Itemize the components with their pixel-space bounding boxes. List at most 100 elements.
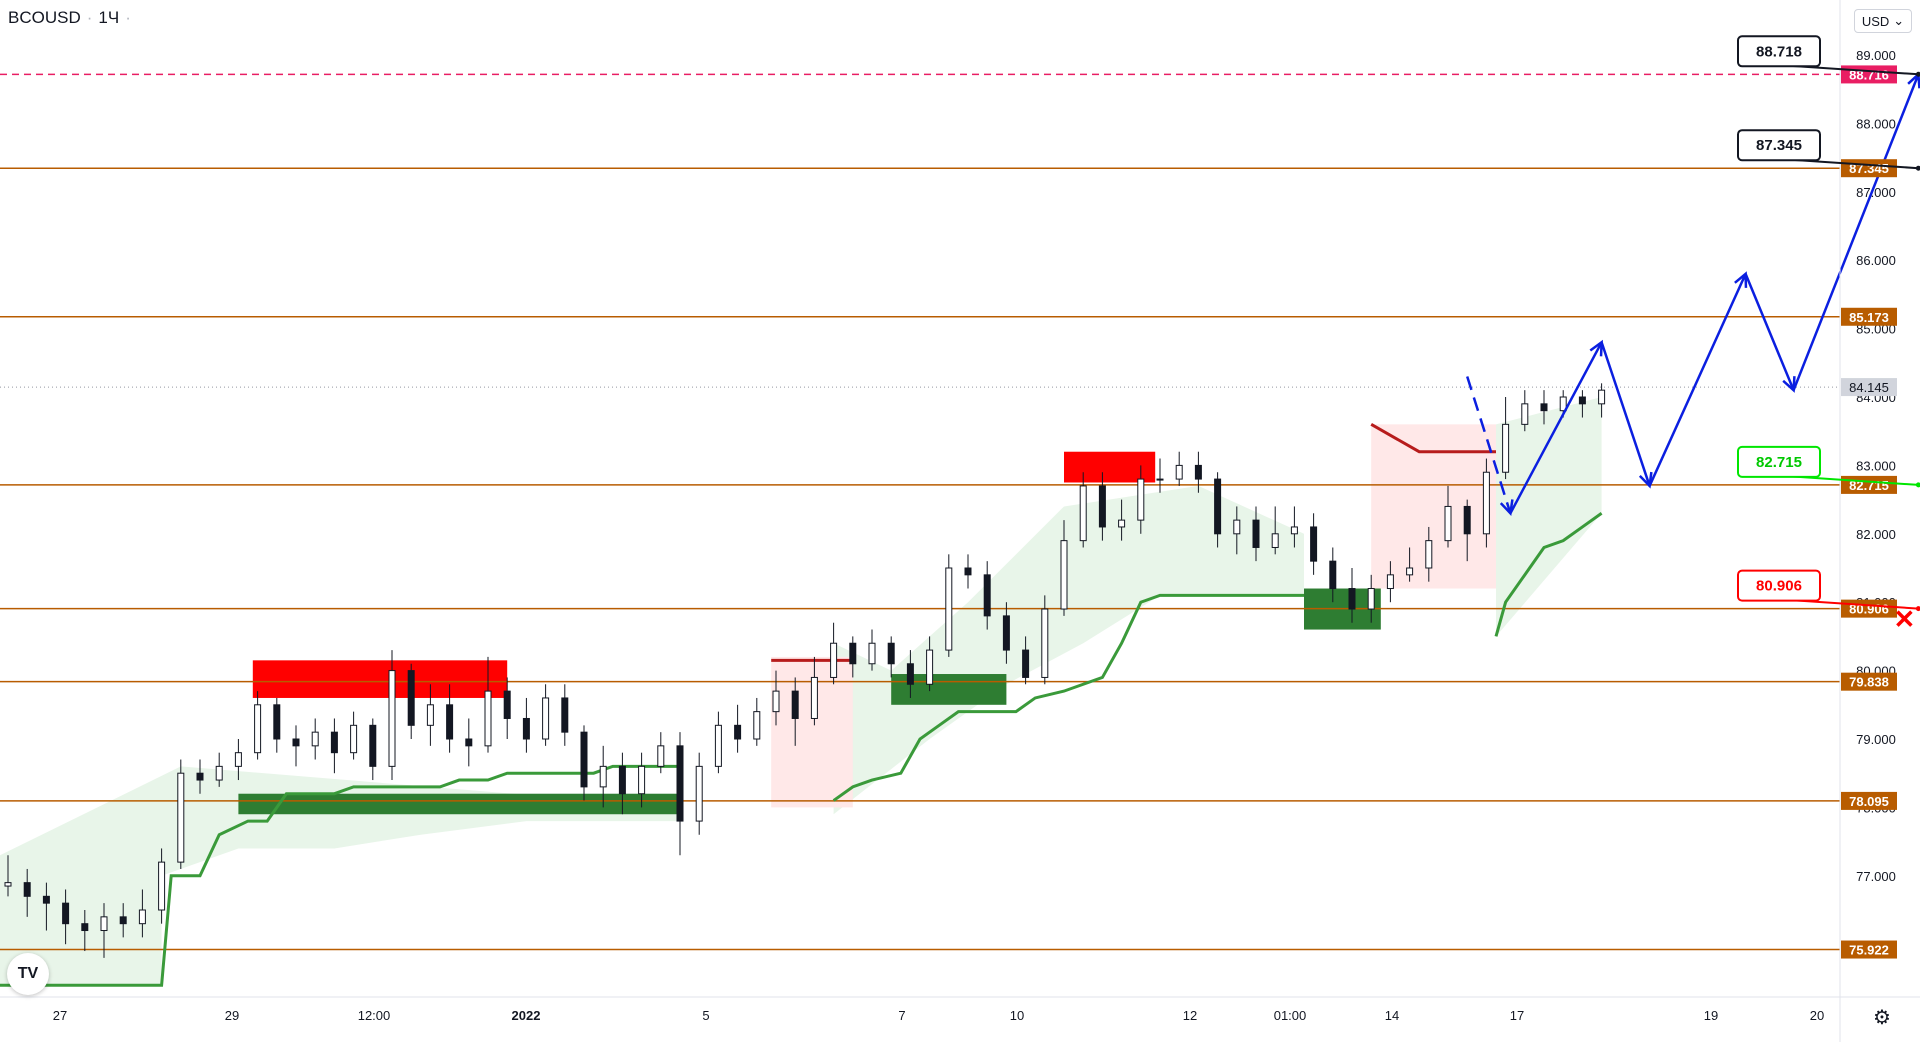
candle-body (964, 567, 972, 576)
y-tick-label: 88.000 (1856, 116, 1896, 131)
forecast-segment (1600, 341, 1651, 487)
trailing-stop-line (832, 593, 1304, 802)
candle-body (23, 882, 31, 897)
currency-label: USD (1861, 13, 1890, 29)
candle-body (100, 916, 108, 932)
trailing-stop-line (1494, 512, 1603, 637)
candle-body (926, 649, 934, 685)
candle-body (657, 745, 665, 767)
candle-body (1156, 478, 1164, 481)
candle-body (215, 765, 223, 781)
candle-body (138, 909, 146, 925)
candle-body (1367, 588, 1375, 610)
forecast-arrowhead (1638, 471, 1653, 489)
target-callout-box (1737, 569, 1821, 602)
candle-body (1002, 615, 1010, 651)
trend-lines-layer (0, 423, 1603, 987)
forecast-segment (1509, 341, 1603, 514)
forecast-arrowhead (1782, 376, 1796, 393)
candle-body (234, 752, 242, 767)
y-tick-label: 82.000 (1856, 527, 1896, 542)
x-tick-label: 14 (1385, 1008, 1399, 1023)
forecast-arrowhead (1499, 499, 1514, 517)
target-labels-layer: 88.718 87.345 82.715 80.906 (1737, 35, 1920, 627)
forecast-segment (1792, 73, 1920, 391)
candle-body (580, 731, 588, 788)
bear-stop-line (1370, 423, 1496, 454)
support-zone (238, 793, 680, 815)
target-anchor-dot (1915, 165, 1920, 171)
candle-body (1252, 519, 1260, 548)
resistance-zone (1064, 451, 1156, 483)
candle-body (542, 697, 550, 740)
target-callout-box (1737, 445, 1821, 478)
candle-body (849, 642, 857, 665)
candle-body (1233, 519, 1241, 535)
x-tick-label: 29 (225, 1008, 239, 1023)
candle-body (887, 642, 895, 665)
target-callout-text: 80.906 (1756, 578, 1802, 595)
level-price-label: 75.922 (1849, 943, 1889, 958)
candle-body (772, 690, 780, 713)
candle-body (1041, 608, 1049, 678)
target-callout-box (1737, 129, 1821, 162)
candle-body (503, 690, 511, 719)
tradingview-logo-icon[interactable]: TV (7, 953, 49, 995)
level-price-label-bg (1841, 307, 1897, 326)
candle-body (388, 670, 396, 767)
candle-body (1386, 574, 1394, 590)
candle-body (1463, 505, 1471, 535)
candle-body (599, 765, 607, 788)
symbol-header[interactable]: BCOUSD · 1Ч · (8, 8, 131, 28)
x-tick-label: 10 (1010, 1008, 1024, 1023)
candle-body (1329, 560, 1337, 590)
candle-body (618, 765, 626, 795)
gear-icon[interactable]: ⚙ (1873, 1006, 1891, 1029)
currency-button[interactable]: USD ⌄ (1854, 9, 1912, 33)
candle-body (714, 724, 722, 767)
candle-body (906, 663, 914, 685)
candle-body (1060, 540, 1068, 610)
candle-body (810, 676, 818, 719)
candles-layer (4, 383, 1606, 958)
stop-marker-icon (1896, 610, 1913, 627)
x-tick-label: 12 (1183, 1008, 1197, 1023)
resistance-zone (252, 660, 508, 698)
candle-body (1540, 403, 1548, 412)
target-anchor-dot (1915, 606, 1920, 612)
candle-body (1425, 540, 1433, 569)
y-tick-label: 77.000 (1856, 869, 1896, 884)
level-price-label: 78.095 (1849, 794, 1889, 809)
logo-text: TV (17, 965, 39, 982)
candle-body (330, 731, 338, 754)
x-tick-label: 19 (1704, 1008, 1718, 1023)
forecast-segment (1466, 376, 1512, 514)
x-tick-label: 7 (898, 1008, 905, 1023)
candle-body (426, 704, 434, 726)
y-tick-label: 86.000 (1856, 253, 1896, 268)
y-tick-label: 83.000 (1856, 458, 1896, 473)
timeframe-label[interactable]: 1Ч (98, 8, 120, 27)
candle-body (791, 690, 799, 719)
candle-body (1578, 396, 1586, 405)
trend-fill-area (833, 485, 1304, 815)
candle-body (465, 738, 473, 747)
candle-body (676, 745, 684, 822)
forecast-segment (1744, 273, 1795, 391)
candle-body (1079, 485, 1087, 542)
candle-body (311, 731, 319, 747)
forecast-arrowhead (1589, 339, 1603, 357)
candle-body (4, 882, 12, 887)
trend-fill-area (0, 766, 680, 986)
target-anchor-dot (1915, 482, 1920, 488)
candle-body (484, 690, 492, 747)
forecast-segment (1648, 273, 1747, 487)
candle-body (273, 704, 281, 740)
level-lines-layer (0, 73, 1840, 951)
candle-body (81, 923, 89, 932)
candle-body (254, 704, 262, 754)
candle-body (1098, 485, 1106, 528)
candle-body (446, 704, 454, 740)
